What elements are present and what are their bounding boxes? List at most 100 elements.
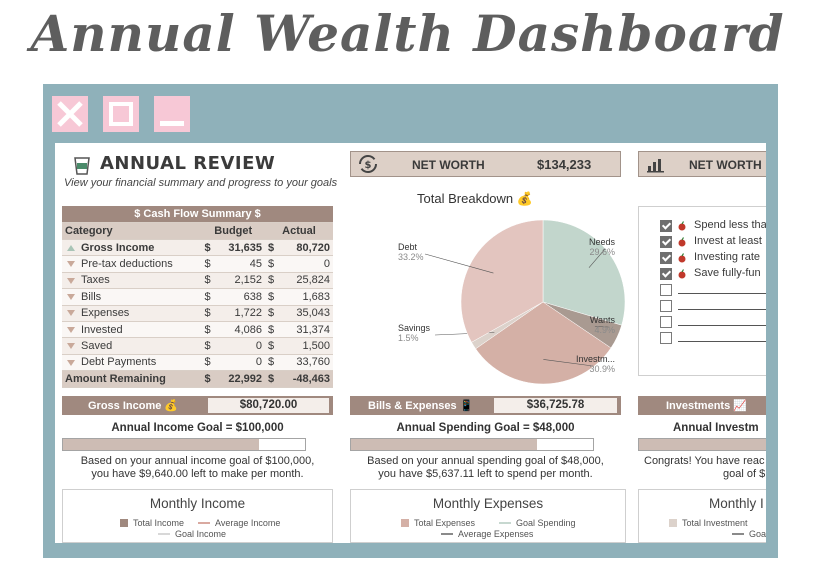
spending-progress-fill xyxy=(351,439,538,450)
table-row: Pre-tax deductions $45 $0 xyxy=(62,255,333,273)
legend-total-investment: Total Investment xyxy=(669,518,748,528)
leader-line xyxy=(594,326,610,328)
goal-text: Save fully-fun xyxy=(694,267,761,279)
goal-checkbox-checked[interactable] xyxy=(660,236,672,248)
goals-checklist: Spend less tha Invest at least Investing r… xyxy=(638,206,766,376)
leader-line xyxy=(424,253,494,274)
bills-expenses-bar: Bills & Expenses 📱 $36,725.78 xyxy=(350,396,621,415)
goal-blank-line xyxy=(678,293,766,294)
slice-percent: 30.9% xyxy=(589,364,615,374)
minimize-button[interactable] xyxy=(154,96,190,132)
goal-checkbox[interactable] xyxy=(660,300,672,312)
total-row: Amount Remaining $22,992 $ -48,463 xyxy=(62,370,333,388)
net-worth-bar-2: NET WORTH xyxy=(638,151,766,177)
minimize-icon xyxy=(160,121,184,126)
monthly-investment-chart: Monthly I Total Investment Goal xyxy=(638,489,766,543)
slice-label: Debt xyxy=(398,242,418,252)
goal-checkbox[interactable] xyxy=(660,332,672,344)
slice-label: Wants xyxy=(590,315,616,325)
goal-checkbox-checked[interactable] xyxy=(660,268,672,280)
goal-checkbox[interactable] xyxy=(660,316,672,328)
monthly-investment-title: Monthly I xyxy=(709,496,764,511)
pie-slice-debt xyxy=(460,219,544,343)
down-arrow-icon xyxy=(67,310,75,317)
slice-label: Needs xyxy=(589,237,616,247)
goal-text: Spend less tha xyxy=(694,219,766,231)
income-goal-progress xyxy=(62,438,306,451)
goal-checkbox-checked[interactable] xyxy=(660,220,672,232)
leader-line xyxy=(588,248,606,268)
investment-goal-title: Annual Investm xyxy=(673,422,759,434)
bills-expenses-value: $36,725.78 xyxy=(494,398,617,413)
page-subtitle: View your financial summary and progress… xyxy=(64,177,338,189)
net-worth-value: $134,233 xyxy=(537,157,592,172)
goal-item xyxy=(660,315,766,329)
legend-total-expenses: Total Expenses xyxy=(401,518,475,528)
leader-line xyxy=(543,359,594,367)
investments-label: Investments 📈 xyxy=(666,400,747,412)
gross-income-bar: Gross Income 💰 $80,720.00 xyxy=(62,396,333,415)
goal-item: Investing rate xyxy=(660,251,766,265)
down-arrow-icon xyxy=(67,261,75,268)
up-arrow-icon xyxy=(67,244,75,251)
pie-slice-needs xyxy=(542,219,626,326)
goal-blank-line xyxy=(678,341,766,342)
goal-item: Save fully-fun xyxy=(660,267,766,281)
col-budget: Budget xyxy=(201,222,265,240)
goal-blank-line xyxy=(678,325,766,326)
net-worth-label: NET WORTH xyxy=(412,158,485,172)
goal-text: Investing rate xyxy=(694,251,761,263)
legend-goal: Goal xyxy=(732,529,766,539)
table-row: Expenses $1,722 $35,043 xyxy=(62,305,333,322)
apple-icon xyxy=(678,253,686,263)
goal-item xyxy=(660,331,766,345)
down-arrow-icon xyxy=(67,326,75,333)
monthly-expenses-chart: Monthly Expenses Total Expenses Goal Spe… xyxy=(350,489,626,543)
legend-goal-income: Goal Income xyxy=(158,529,226,539)
down-arrow-icon xyxy=(67,359,75,366)
goal-checkbox[interactable] xyxy=(660,284,672,296)
net-worth-label-2: NET WORTH xyxy=(689,158,762,172)
table-row: Saved $0 $1,500 xyxy=(62,337,333,355)
monthly-income-chart: Monthly Income Total Income Average Inco… xyxy=(62,489,333,543)
close-button[interactable] xyxy=(52,96,88,132)
slice-percent: 4.9% xyxy=(594,325,615,335)
table-row: Invested $4,086 $31,374 xyxy=(62,321,333,339)
income-note: Based on your annual income goal of $100… xyxy=(80,455,315,480)
table-row: Bills $638 $1,683 xyxy=(62,288,333,306)
chart-title: Total Breakdown 💰 xyxy=(417,191,533,206)
bar-chart-icon xyxy=(647,159,664,173)
goal-checkbox-checked[interactable] xyxy=(660,252,672,264)
goal-item: Invest at least xyxy=(660,235,766,249)
col-category: Category xyxy=(62,222,202,240)
investments-bar: Investments 📈 xyxy=(638,396,766,415)
col-actual: Actual xyxy=(264,222,333,240)
legend-goal-spending: Goal Spending xyxy=(499,518,576,528)
income-progress-fill xyxy=(63,439,260,450)
legend-total-income: Total Income xyxy=(120,518,184,528)
coffee-cup-icon xyxy=(74,157,90,175)
spending-goal-progress xyxy=(350,438,594,451)
maximize-icon xyxy=(109,102,133,126)
hero-title: Annual Wealth Dashboard xyxy=(30,4,785,63)
investment-goal-progress xyxy=(638,438,766,451)
goal-item: Spend less tha xyxy=(660,219,766,233)
slice-percent: 29.6% xyxy=(589,247,615,257)
legend-average-income: Average Income xyxy=(198,518,280,528)
goal-text: Invest at least xyxy=(694,235,762,247)
gross-income-label: Gross Income 💰 xyxy=(88,400,179,412)
table-row: Gross Income $31,635 $80,720 xyxy=(62,239,333,257)
spending-note: Based on your annual spending goal of $4… xyxy=(367,455,604,480)
page-title: ANNUAL REVIEW xyxy=(100,153,276,174)
cash-flow-title: $ Cash Flow Summary $ xyxy=(62,206,333,223)
maximize-button[interactable] xyxy=(103,96,139,132)
apple-icon xyxy=(678,237,686,247)
legend-average-expenses: Average Expenses xyxy=(441,529,533,539)
slice-label: Savings xyxy=(398,323,431,333)
monthly-income-title: Monthly Income xyxy=(149,496,246,511)
down-arrow-icon xyxy=(67,343,75,350)
spending-goal-title: Annual Spending Goal = $48,000 xyxy=(396,422,575,434)
gross-income-value: $80,720.00 xyxy=(208,398,329,413)
slice-label: Investm... xyxy=(576,354,615,364)
